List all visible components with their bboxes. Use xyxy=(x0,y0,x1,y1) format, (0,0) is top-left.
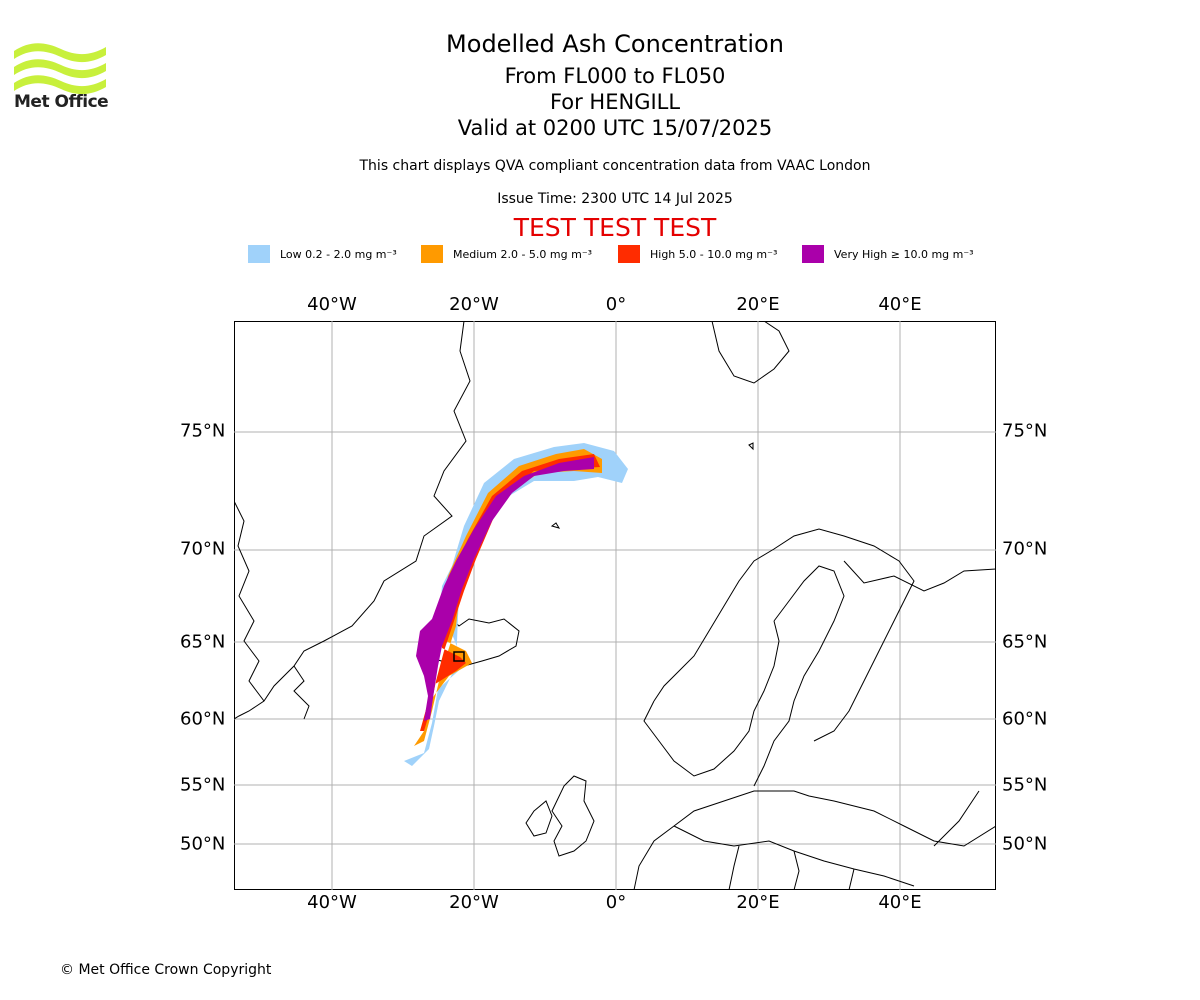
chart-title: Modelled Ash Concentration xyxy=(446,30,784,58)
map-gridlines xyxy=(234,321,996,890)
lon-label-bottom: 40°E xyxy=(878,892,922,913)
chart-description: This chart displays QVA compliant concen… xyxy=(359,158,871,174)
valid-time: Valid at 0200 UTC 15/07/2025 xyxy=(457,116,773,140)
legend-label-low: Low 0.2 - 2.0 mg m⁻³ xyxy=(280,247,397,261)
legend-swatch-high xyxy=(618,245,640,263)
volcano-name: For HENGILL xyxy=(549,90,681,114)
lon-label-top: 0° xyxy=(605,294,627,315)
lat-label-left: 55°N xyxy=(180,774,226,796)
issue-time: Issue Time: 2300 UTC 14 Jul 2025 xyxy=(497,191,733,207)
legend-swatch-very-high xyxy=(802,245,824,263)
ash-concentration-map xyxy=(234,321,996,890)
lat-label-left: 50°N xyxy=(180,833,226,855)
legend-item-medium: Medium 2.0 - 5.0 mg m⁻³ xyxy=(421,244,592,264)
legend-label-high: High 5.0 - 10.0 mg m⁻³ xyxy=(650,247,778,261)
legend-swatch-low xyxy=(248,245,270,263)
lat-label-right: 55°N xyxy=(1002,774,1048,796)
lon-label-bottom: 20°W xyxy=(449,892,499,913)
copyright-notice: © Met Office Crown Copyright xyxy=(60,962,272,978)
lon-label-top: 20°W xyxy=(449,294,499,315)
lat-label-right: 75°N xyxy=(1002,420,1048,442)
lat-label-left: 65°N xyxy=(180,631,226,653)
legend-swatch-medium xyxy=(421,245,443,263)
lat-label-right: 60°N xyxy=(1002,708,1048,730)
lat-label-left: 70°N xyxy=(180,538,226,560)
lat-label-left: 75°N xyxy=(180,420,226,442)
lon-label-top: 40°W xyxy=(307,294,357,315)
lat-label-left: 60°N xyxy=(180,708,226,730)
lat-label-right: 50°N xyxy=(1002,833,1048,855)
lon-label-bottom: 20°E xyxy=(736,892,780,913)
volcano-marker-icon xyxy=(453,651,465,662)
lon-label-bottom: 0° xyxy=(605,892,627,913)
legend-label-very-high: Very High ≥ 10.0 mg m⁻³ xyxy=(834,247,974,261)
legend-item-low: Low 0.2 - 2.0 mg m⁻³ xyxy=(248,244,397,264)
legend-label-medium: Medium 2.0 - 5.0 mg m⁻³ xyxy=(453,247,593,261)
ash-plume xyxy=(404,443,628,766)
lat-label-right: 65°N xyxy=(1002,631,1048,653)
lon-label-bottom: 40°W xyxy=(307,892,357,913)
met-office-logo xyxy=(14,43,106,95)
legend-item-high: High 5.0 - 10.0 mg m⁻³ xyxy=(618,244,777,264)
lon-label-top: 20°E xyxy=(736,294,780,315)
logo-text: Met Office xyxy=(14,92,109,112)
ash-very-high xyxy=(416,457,594,721)
coastlines xyxy=(234,321,996,890)
lon-label-top: 40°E xyxy=(878,294,922,315)
legend-item-very-high: Very High ≥ 10.0 mg m⁻³ xyxy=(802,244,974,264)
test-banner: TEST TEST TEST xyxy=(513,213,717,242)
lat-label-right: 70°N xyxy=(1002,538,1048,560)
flight-level-range: From FL000 to FL050 xyxy=(504,64,726,88)
